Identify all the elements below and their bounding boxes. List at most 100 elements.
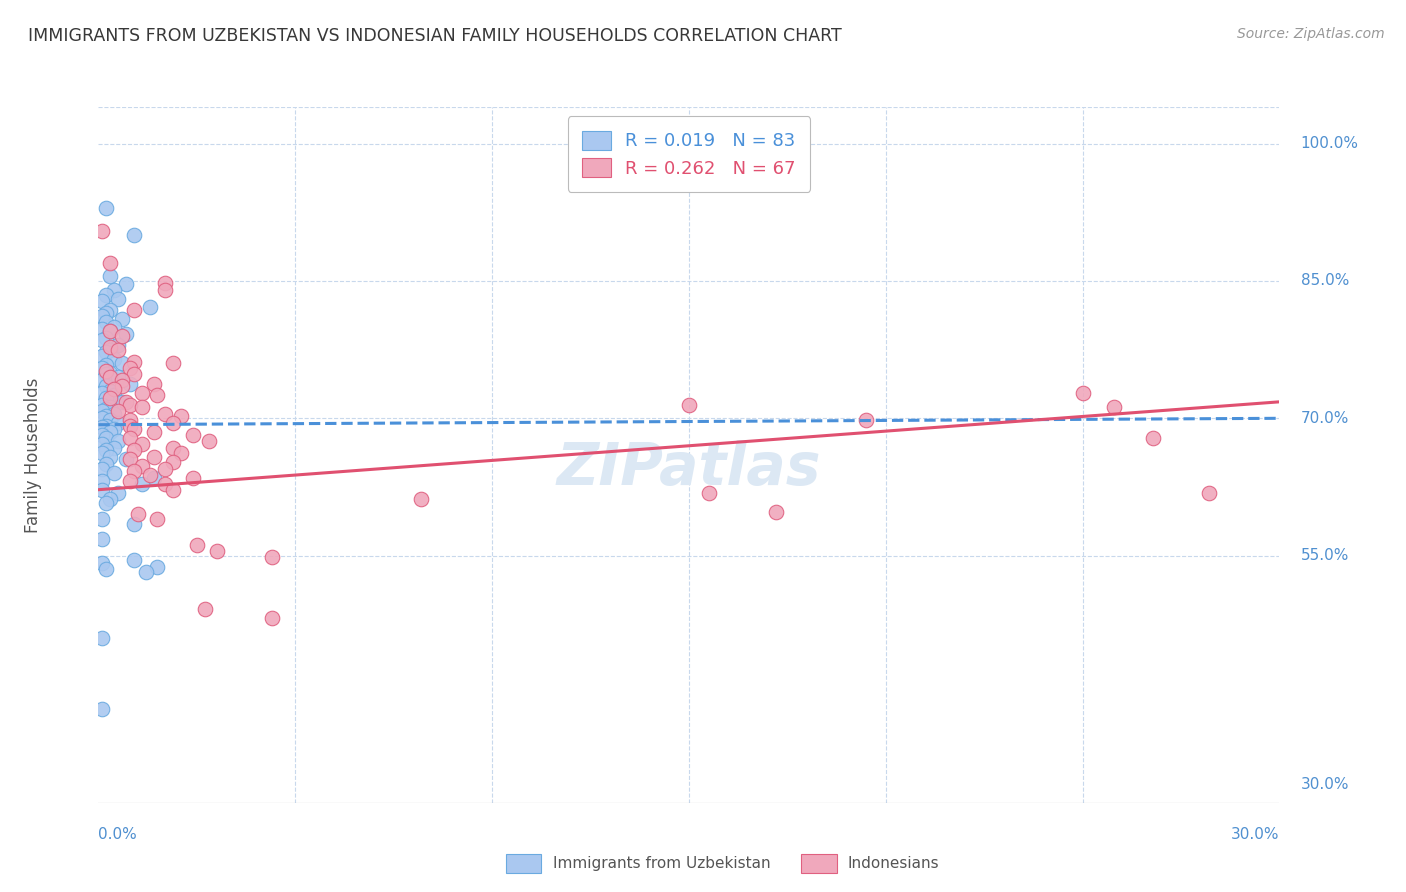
Point [107, 404, 129, 418]
Point [122, 354, 145, 368]
Point [194, 601, 217, 615]
Point [170, 409, 193, 424]
Point [122, 368, 145, 382]
Point [98, 366, 121, 380]
Point [91, 294, 114, 309]
Point [98, 303, 121, 318]
Point [98, 340, 121, 354]
Point [142, 471, 165, 485]
Point [697, 486, 720, 500]
Point [197, 434, 219, 449]
Text: Family Households: Family Households [24, 377, 42, 533]
Point [96, 402, 118, 417]
Point [155, 407, 177, 421]
Point [107, 338, 129, 352]
Point [96, 364, 118, 378]
Point [146, 559, 169, 574]
Text: ZIPatlas: ZIPatlas [557, 441, 821, 498]
Point [135, 565, 157, 579]
Point [96, 331, 118, 345]
Point [98, 269, 121, 284]
Point [98, 384, 121, 398]
Point [96, 287, 118, 301]
Point [98, 324, 121, 338]
Point [91, 404, 114, 418]
Point [155, 477, 177, 491]
Point [91, 427, 114, 442]
Point [96, 495, 118, 509]
Point [107, 370, 129, 384]
Point [118, 432, 141, 446]
Point [115, 277, 138, 291]
Text: 30.0%: 30.0% [1301, 777, 1348, 792]
Point [103, 422, 125, 436]
Point [1102, 401, 1125, 415]
Point [103, 441, 125, 455]
Point [96, 358, 118, 372]
Point [131, 401, 153, 415]
Point [111, 329, 134, 343]
Point [91, 385, 114, 400]
Text: Immigrants from Uzbekistan: Immigrants from Uzbekistan [553, 856, 770, 871]
Point [162, 416, 184, 430]
Point [96, 409, 118, 424]
Point [91, 556, 114, 570]
Point [96, 457, 118, 471]
Text: 55.0%: 55.0% [1301, 548, 1348, 563]
Point [91, 446, 114, 460]
Point [260, 550, 283, 565]
Point [91, 321, 114, 335]
Point [162, 483, 184, 497]
Point [122, 422, 145, 436]
Point [91, 512, 114, 526]
Text: Source: ZipAtlas.com: Source: ZipAtlas.com [1237, 27, 1385, 41]
Point [186, 538, 208, 552]
Point [155, 276, 177, 290]
Point [103, 388, 125, 402]
Point [111, 394, 134, 409]
Point [91, 361, 114, 376]
Point [91, 334, 114, 348]
Point [131, 458, 153, 473]
Point [91, 532, 114, 546]
Point [260, 611, 283, 625]
Point [1142, 432, 1164, 446]
Point [118, 474, 141, 488]
Point [146, 512, 169, 526]
Point [138, 300, 160, 314]
Point [1198, 486, 1220, 500]
Point [107, 343, 129, 357]
Point [142, 450, 165, 464]
Point [91, 437, 114, 451]
Point [96, 201, 118, 215]
Point [103, 319, 125, 334]
Point [96, 443, 118, 458]
Point [107, 416, 129, 430]
Point [131, 385, 153, 400]
Point [155, 283, 177, 297]
Point [146, 388, 169, 402]
Point [162, 441, 184, 455]
Point [91, 474, 114, 488]
Point [96, 562, 118, 576]
Point [96, 379, 118, 393]
Point [115, 327, 138, 342]
Point [122, 464, 145, 478]
Point [118, 398, 141, 412]
Legend: R = 0.019   N = 83, R = 0.262   N = 67: R = 0.019 N = 83, R = 0.262 N = 67 [568, 116, 810, 192]
Point [142, 425, 165, 439]
Point [91, 483, 114, 497]
Text: 70.0%: 70.0% [1301, 411, 1348, 425]
Point [96, 391, 118, 405]
Point [103, 351, 125, 366]
Text: 0.0%: 0.0% [98, 827, 138, 841]
Point [96, 315, 118, 329]
Point [205, 544, 228, 558]
Point [107, 434, 129, 449]
Point [181, 471, 204, 485]
Point [115, 394, 138, 409]
Point [98, 413, 121, 427]
Text: Indonesians: Indonesians [848, 856, 939, 871]
Point [98, 343, 121, 357]
Point [411, 491, 433, 506]
